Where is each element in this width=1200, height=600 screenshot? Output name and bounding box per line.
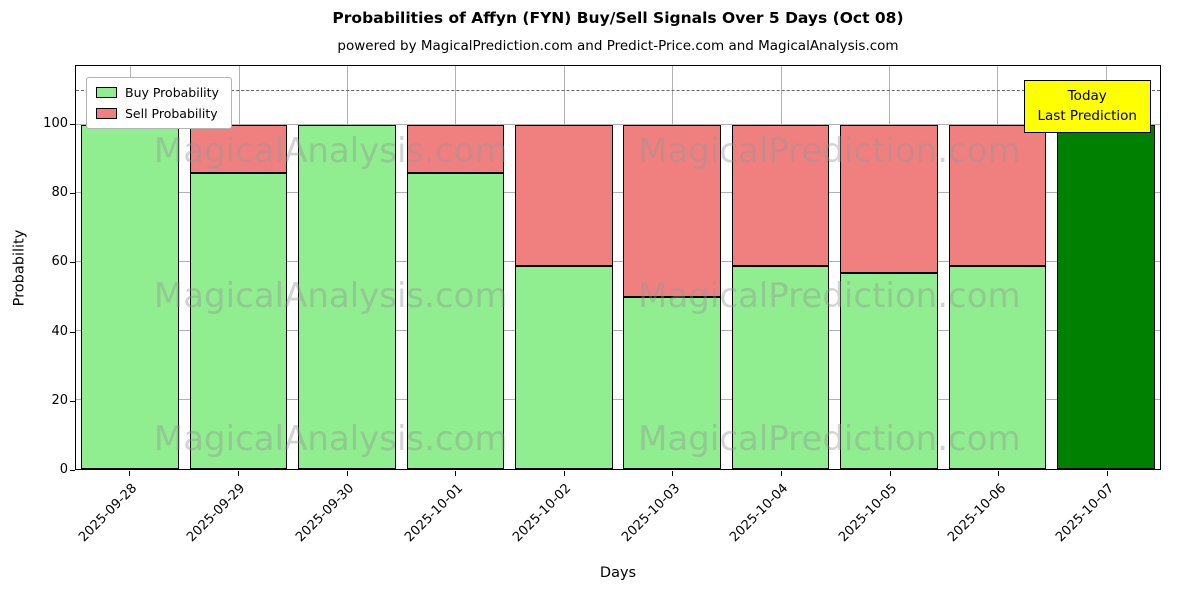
buy-bar-2025-10-03: [623, 296, 721, 469]
y-tick-label-40: 40: [51, 323, 68, 339]
buy-bar-2025-09-29: [189, 172, 288, 469]
watermark-text: MagicalAnalysis.com: [153, 130, 508, 171]
buy-bar-2025-10-05: [840, 272, 938, 469]
x-tick-mark: [780, 471, 782, 476]
x-tick-mark: [998, 471, 1000, 476]
bar-group-2025-09-28: [76, 66, 184, 469]
legend: Buy Probability Sell Probability: [86, 77, 232, 129]
today-annotation-line2: Last Prediction: [1037, 108, 1137, 125]
gridline-y-60: [76, 261, 1160, 263]
legend-item-sell: Sell Probability: [96, 106, 219, 121]
chart-title: Probabilities of Affyn (FYN) Buy/Sell Si…: [332, 9, 904, 27]
watermark-layer: MagicalAnalysis.com MagicalPrediction.com…: [76, 66, 1160, 469]
x-tick-mark: [237, 471, 239, 476]
x-tick-mark: [1106, 471, 1108, 476]
sell-bar-2025-10-02: [515, 124, 613, 266]
watermark-text: MagicalPrediction.com: [638, 418, 1021, 459]
buy-bar-2025-09-30: [298, 124, 396, 469]
sell-bar-2025-10-03: [623, 124, 721, 297]
gridline-y-80: [76, 192, 1160, 194]
buy-bar-2025-10-04: [731, 265, 830, 469]
x-tick-label-2025-09-29: 2025-09-29: [184, 481, 249, 546]
x-tick-label-2025-10-04: 2025-10-04: [727, 481, 792, 546]
x-tick-label-2025-10-07: 2025-10-07: [1053, 481, 1118, 546]
legend-label: Sell Probability: [125, 106, 218, 121]
buy-bar-2025-09-28: [81, 124, 179, 469]
x-tick-label-2025-10-03: 2025-10-03: [618, 481, 683, 546]
today-annotation: Today Last Prediction: [1023, 80, 1151, 133]
y-tick-mark: [70, 193, 75, 195]
bar-group-2025-10-01: [401, 66, 509, 469]
x-tick-mark: [346, 471, 348, 476]
y-tick-label-60: 60: [51, 254, 68, 270]
bar-group-2025-10-06: [943, 66, 1051, 469]
y-tick-mark: [70, 331, 75, 333]
x-tick-label-2025-09-28: 2025-09-28: [75, 481, 140, 546]
plot-area: MagicalAnalysis.com MagicalPrediction.com…: [75, 65, 1161, 470]
bar-group-2025-09-30: [293, 66, 401, 469]
gridline-y-100: [76, 123, 1160, 125]
y-tick-mark: [70, 262, 75, 264]
watermark-text: MagicalAnalysis.com: [153, 418, 508, 459]
sell-bar-2025-10-05: [840, 124, 938, 273]
x-axis-label: Days: [599, 565, 637, 581]
watermark-text: MagicalPrediction.com: [638, 130, 1021, 171]
buy-bar-2025-10-02: [515, 265, 613, 469]
x-tick-mark: [129, 471, 131, 476]
x-tick-label-2025-10-02: 2025-10-02: [510, 481, 575, 546]
bar-group-2025-10-07: [1052, 66, 1160, 469]
bar-group-2025-09-29: [184, 66, 292, 469]
watermark-text: MagicalPrediction.com: [638, 275, 1021, 316]
sell-bar-2025-10-06: [948, 124, 1047, 266]
bars-layer: [76, 66, 1160, 469]
legend-swatch-buy: [96, 87, 117, 98]
sell-bar-2025-10-01: [406, 124, 505, 173]
buy-bar-2025-10-01: [406, 172, 505, 469]
watermark-text: MagicalAnalysis.com: [153, 275, 508, 316]
gridline-y-40: [76, 330, 1160, 332]
y-tick-label-20: 20: [51, 392, 68, 408]
legend-item-buy: Buy Probability: [96, 85, 219, 100]
legend-swatch-sell: [96, 108, 117, 119]
sell-bar-2025-10-04: [731, 124, 830, 266]
x-tick-label-2025-10-06: 2025-10-06: [944, 481, 1009, 546]
buy-bar-2025-10-07: [1057, 124, 1155, 469]
y-tick-label-100: 100: [43, 115, 68, 131]
sell-bar-2025-09-29: [189, 124, 288, 173]
x-tick-label-2025-09-30: 2025-09-30: [293, 481, 358, 546]
y-tick-label-80: 80: [51, 185, 68, 201]
y-tick-mark: [70, 470, 75, 471]
x-tick-label-2025-10-05: 2025-10-05: [836, 481, 901, 546]
buy-bar-2025-10-06: [948, 265, 1047, 469]
x-tick-mark: [672, 471, 674, 476]
bar-group-2025-10-02: [510, 66, 618, 469]
y-tick-mark: [70, 123, 75, 125]
bar-group-2025-10-04: [726, 66, 834, 469]
x-tick-label-2025-10-01: 2025-10-01: [401, 481, 466, 546]
threshold-dashed-line: [76, 90, 1160, 92]
y-tick-mark: [70, 400, 75, 402]
bar-group-2025-10-05: [835, 66, 943, 469]
y-tick-label-0: 0: [59, 462, 68, 477]
x-tick-mark: [563, 471, 565, 476]
chart-subtitle: powered by MagicalPrediction.com and Pre…: [337, 38, 899, 54]
x-tick-mark: [455, 471, 457, 476]
gridline-y-20: [76, 399, 1160, 401]
today-annotation-line1: Today: [1067, 88, 1107, 104]
x-tick-mark: [889, 471, 891, 476]
y-axis-label-text: Probability: [11, 229, 27, 306]
legend-label: Buy Probability: [125, 85, 219, 100]
bar-group-2025-10-03: [618, 66, 726, 469]
